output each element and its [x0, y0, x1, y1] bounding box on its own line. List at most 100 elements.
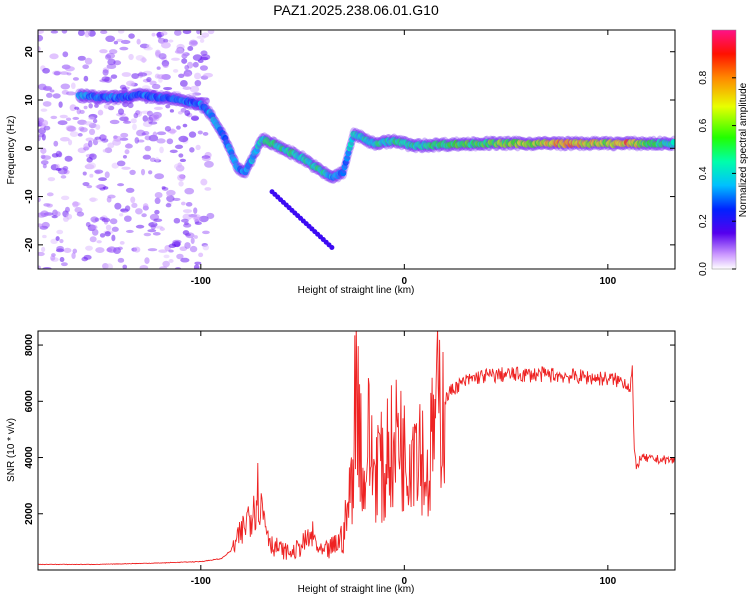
spectrogram-noise-cell	[146, 110, 153, 117]
spectrogram-noise-cell	[203, 72, 213, 78]
spectrogram-noise-cell	[40, 160, 49, 165]
spectrogram-noise-cell	[84, 121, 93, 126]
spectrogram-noise-cell	[94, 169, 104, 174]
spectrogram-noise-cell	[206, 212, 215, 219]
spectrogram-noise-cell	[99, 216, 106, 221]
spectrogram-noise-cell	[172, 69, 179, 73]
spectrogram-noise-cell	[200, 178, 208, 186]
spectrogram-noise-cell	[50, 30, 59, 34]
colorbar-ticks: 0.0 0.2 0.4 0.6 0.8	[698, 70, 736, 276]
spectrogram-noise-cell	[66, 125, 77, 132]
snr-y-label: SNR (10 * v/v)	[6, 418, 17, 482]
spectrogram-noise-cell	[182, 86, 192, 90]
spectrogram-noise-cell	[88, 116, 95, 121]
spectrogram-noise-cell	[86, 184, 93, 189]
spectrogram-noise-cell	[142, 154, 152, 160]
spectrogram-noise-cell	[171, 57, 180, 61]
spectrogram-noise-cell	[202, 244, 210, 251]
spectrogram-noise-cell	[62, 51, 69, 58]
spectrogram-noise-cell	[135, 224, 145, 229]
spectrogram-noise-cell	[144, 257, 150, 265]
spectrogram-noise-cell	[60, 175, 67, 179]
spectrogram-noise-cell	[82, 182, 90, 187]
spectrogram-noise-cell	[169, 149, 178, 154]
spectrogram-noise-cell	[103, 186, 109, 190]
spectrogram-noise-cell	[176, 43, 185, 51]
spectrogram-noise-cell	[190, 237, 195, 245]
spectrogram-noise-cell	[101, 76, 110, 82]
spectrogram-noise-cell	[92, 138, 99, 146]
spectrogram-noise-cell	[148, 170, 153, 175]
spectrogram-noise-cell	[119, 84, 127, 90]
spectrogram-noise-cell	[50, 115, 58, 120]
spectrogram-noise-cell	[96, 240, 102, 244]
colorbar-frame	[711, 29, 737, 270]
spectrogram-noise-cell	[178, 135, 189, 143]
spectrogram-noise-cell	[99, 233, 106, 238]
spectrogram-x-label: Height of straight line (km)	[298, 285, 415, 296]
spectrogram-noise-cell	[40, 210, 49, 217]
spectrogram-noise-cell	[107, 142, 115, 149]
spectrogram-noise-cell	[162, 63, 169, 69]
spectrogram-x-ticks: -100 0 100	[191, 30, 617, 287]
spectrogram-noise-cell	[131, 73, 140, 80]
y-tick-label: 8000	[24, 333, 35, 356]
spectrogram-noise-cell	[156, 31, 162, 39]
spectrogram-noise-cell	[147, 229, 157, 233]
spectrogram-noise-cell	[42, 234, 47, 239]
spectrogram-noise-cell	[197, 130, 203, 135]
spectrogram-noise-cell	[61, 262, 68, 267]
colorbar-tick-label: 0.0	[698, 262, 709, 276]
spectrogram-noise-cell	[42, 101, 52, 107]
spectrogram-noise-cell	[88, 128, 96, 136]
spectrogram-noise-cell	[120, 132, 129, 138]
spectrogram-noise-cell	[147, 248, 158, 252]
spectrogram-noise-cell	[77, 30, 85, 36]
spectrogram-noise-cell	[172, 239, 182, 244]
snr-frame	[37, 330, 676, 571]
spectrogram-noise-cell	[181, 218, 189, 223]
spectrogram-noise-cell	[38, 251, 45, 257]
spectrogram-noise-cell	[55, 236, 60, 241]
spectrogram-noise-cell	[116, 160, 126, 167]
spectrogram-noise-cell	[77, 133, 83, 137]
spectrogram-noise-cell	[106, 246, 117, 253]
spectrogram-noise-cell	[41, 221, 50, 229]
spectrogram-noise-cell	[90, 216, 99, 223]
spectrogram-noise-cell	[156, 66, 161, 70]
spectrogram-noise-cell	[46, 92, 53, 98]
spectrogram-noise-cell	[38, 223, 43, 227]
spectrogram-noise-cell	[85, 137, 94, 142]
spectrogram-noise-cell	[142, 115, 148, 122]
spectrogram-noise-cell	[50, 255, 56, 261]
spectrogram-noise-cell	[140, 168, 146, 176]
spectrogram-noise-cell	[127, 102, 134, 109]
y-tick-label: 20	[24, 46, 35, 58]
spectrogram-noise-cell	[71, 252, 76, 260]
spectrogram-noise-cell	[158, 249, 168, 253]
spectrogram-noise-cell	[154, 73, 160, 79]
spectrogram-noise-cell	[86, 157, 93, 163]
spectrogram-noise-cell	[156, 131, 167, 136]
spectrogram-noise-cell	[61, 195, 70, 201]
y-tick-label: 10	[24, 94, 35, 106]
spectrogram-noise-cell	[88, 140, 93, 148]
spectrogram-noise-cell	[76, 211, 85, 217]
spectrogram-noise-cell	[88, 197, 98, 202]
spectrogram-noise-cell	[179, 158, 187, 163]
x-tick-label: 100	[599, 276, 616, 287]
spectrogram-noise-cell	[154, 173, 165, 180]
spectrogram-noise-cell	[189, 147, 195, 153]
spectrogram-noise-cell	[122, 154, 127, 159]
spectrogram-noise-cell	[63, 247, 72, 253]
spectrogram-noise-cell	[178, 181, 184, 187]
spectrogram-y-label: Frequency (Hz)	[6, 116, 17, 185]
spectrogram-noise-cell	[194, 72, 202, 80]
spectrogram-noise-cell	[79, 127, 88, 133]
spectrogram-noise-cell	[187, 46, 194, 51]
spectrogram-noise-cell	[142, 130, 150, 136]
spectrogram-noise-cell	[164, 125, 172, 132]
spectrogram-noise-cell	[199, 65, 208, 71]
spectrogram-noise-cell	[69, 131, 79, 138]
